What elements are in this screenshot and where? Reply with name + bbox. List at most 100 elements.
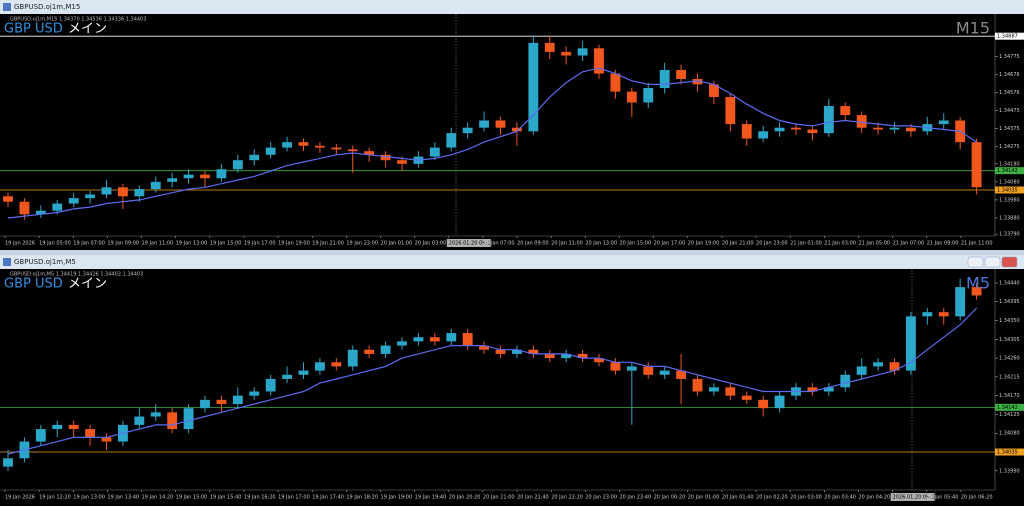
candle-body — [889, 127, 900, 130]
candle-body — [692, 378, 703, 392]
candle-body — [364, 151, 375, 155]
price-level-label: 1.34887 — [997, 34, 1018, 40]
time-label: 20 Jan 21:00 — [722, 241, 754, 247]
time-label: 20 Jan 11:00 — [551, 241, 583, 247]
price-tick-label: 1.34350 — [999, 318, 1020, 324]
time-label: 19 Jan 07:00 — [73, 241, 105, 247]
price-level-label: 1.34142 — [997, 405, 1018, 411]
price-tick-label: 1.34576 — [999, 90, 1020, 96]
candle-body — [577, 353, 588, 359]
time-label: 20 Jan 17:00 — [654, 241, 686, 247]
window-title-bar — [0, 255, 1024, 269]
price-tick-label: 1.34275 — [999, 144, 1020, 150]
candle-body — [282, 374, 293, 379]
candle-body — [35, 429, 46, 442]
time-label: 2026.01.20 05:15 — [449, 241, 494, 247]
price-tick-label: 1.34775 — [999, 54, 1020, 60]
price-tick-label: 1.33980 — [999, 197, 1020, 203]
window-title-bar — [0, 0, 1024, 14]
candle-body — [298, 142, 309, 146]
candle-body — [364, 349, 375, 354]
candle-body — [19, 201, 30, 215]
candle-body — [544, 42, 555, 52]
time-label: 20 Jan 07:00 — [483, 241, 515, 247]
candle-body — [397, 341, 407, 346]
time-label: 19 Jan 15:00 — [210, 241, 242, 247]
candle-body — [347, 349, 358, 367]
price-tick-label: 1.33790 — [999, 232, 1020, 238]
candle-body — [561, 353, 572, 359]
price-tick-label: 1.34170 — [999, 393, 1020, 399]
window-button[interactable] — [1001, 256, 1018, 268]
window-button[interactable] — [984, 256, 1001, 268]
price-level-tag — [995, 167, 1024, 175]
time-label: 20 Jan 01:00 — [688, 495, 720, 501]
candle-body — [495, 349, 506, 354]
time-label: 21 Jan 05:00 — [858, 241, 890, 247]
candle-body — [905, 316, 916, 371]
price-level-tag — [995, 448, 1024, 456]
window-title: GBPUSD.oj1m,M5 — [14, 258, 76, 266]
candle-body — [200, 399, 210, 409]
time-label: 19 Jan 19:40 — [415, 495, 447, 501]
candle-body — [216, 399, 227, 405]
candle-body — [462, 127, 473, 134]
candle-body — [232, 395, 243, 405]
candle-body — [807, 129, 818, 134]
candle-body — [708, 84, 719, 98]
time-label: 19 Jan 16:20 — [244, 495, 276, 501]
candle-body — [922, 312, 933, 317]
symbol-label: GBP USD — [4, 22, 63, 37]
price-level-label: 1.34142 — [997, 168, 1018, 174]
time-label: 20 Jan 05:40 — [927, 495, 959, 501]
candle-body — [643, 366, 654, 375]
time-label: 21 Jan 09:00 — [927, 241, 959, 247]
time-label: 20 Jan 13:00 — [585, 241, 617, 247]
time-label: 20 Jan 09:00 — [517, 241, 549, 247]
time-label: 19 Jan 17:40 — [312, 495, 344, 501]
candle-body — [938, 120, 949, 125]
time-label: 19 Jan 09:00 — [107, 241, 139, 247]
candle-body — [840, 374, 851, 388]
time-label: 21 Jan 11:00 — [961, 241, 993, 247]
price-tick-label: 1.34125 — [999, 412, 1020, 418]
candle-body — [659, 69, 670, 88]
window-icon — [3, 258, 11, 266]
window-button[interactable] — [967, 256, 984, 268]
candle-body — [594, 48, 604, 74]
candle-body — [725, 97, 736, 125]
candle-body — [68, 198, 79, 204]
moving-average — [7, 307, 978, 455]
candle-body — [938, 312, 949, 317]
price-tick-label: 1.34375 — [999, 126, 1020, 132]
candle-body — [429, 147, 440, 157]
candle-body — [3, 196, 13, 202]
time-label: 19 Jan 2026 — [5, 495, 35, 501]
window-title: GBPUSD.oj1m,M15 — [14, 3, 80, 11]
candle-body — [610, 362, 621, 371]
time-label: 20 Jan 02:20 — [756, 495, 788, 501]
candle-body — [167, 412, 178, 430]
candle-body — [823, 106, 834, 134]
chart-info: GBPUSD.oj1m,M15 1.34370 1.34536 1.34336 … — [10, 17, 146, 23]
time-label: 19 Jan 12:20 — [39, 495, 71, 501]
candle-body — [101, 187, 112, 195]
candle-body — [249, 154, 260, 161]
candle-body — [626, 91, 637, 103]
candle-body — [511, 349, 522, 354]
time-label: 21 Jan 07:00 — [893, 241, 925, 247]
candle-body — [380, 345, 391, 354]
candle-body — [676, 69, 687, 79]
candle-body — [150, 412, 161, 417]
candle-body — [856, 366, 867, 375]
time-label: 20 Jan 21:40 — [517, 495, 549, 501]
candle-body — [101, 437, 112, 442]
price-tick-label: 1.34475 — [999, 108, 1020, 114]
candle-body — [807, 387, 818, 392]
candle-body — [873, 127, 884, 130]
time-label: 20 Jan 03:40 — [824, 495, 856, 501]
time-label: 19 Jan 19:00 — [278, 241, 310, 247]
price-level-tag — [995, 186, 1024, 194]
candle-body — [971, 287, 982, 296]
price-tick-label: 1.34395 — [999, 299, 1020, 305]
